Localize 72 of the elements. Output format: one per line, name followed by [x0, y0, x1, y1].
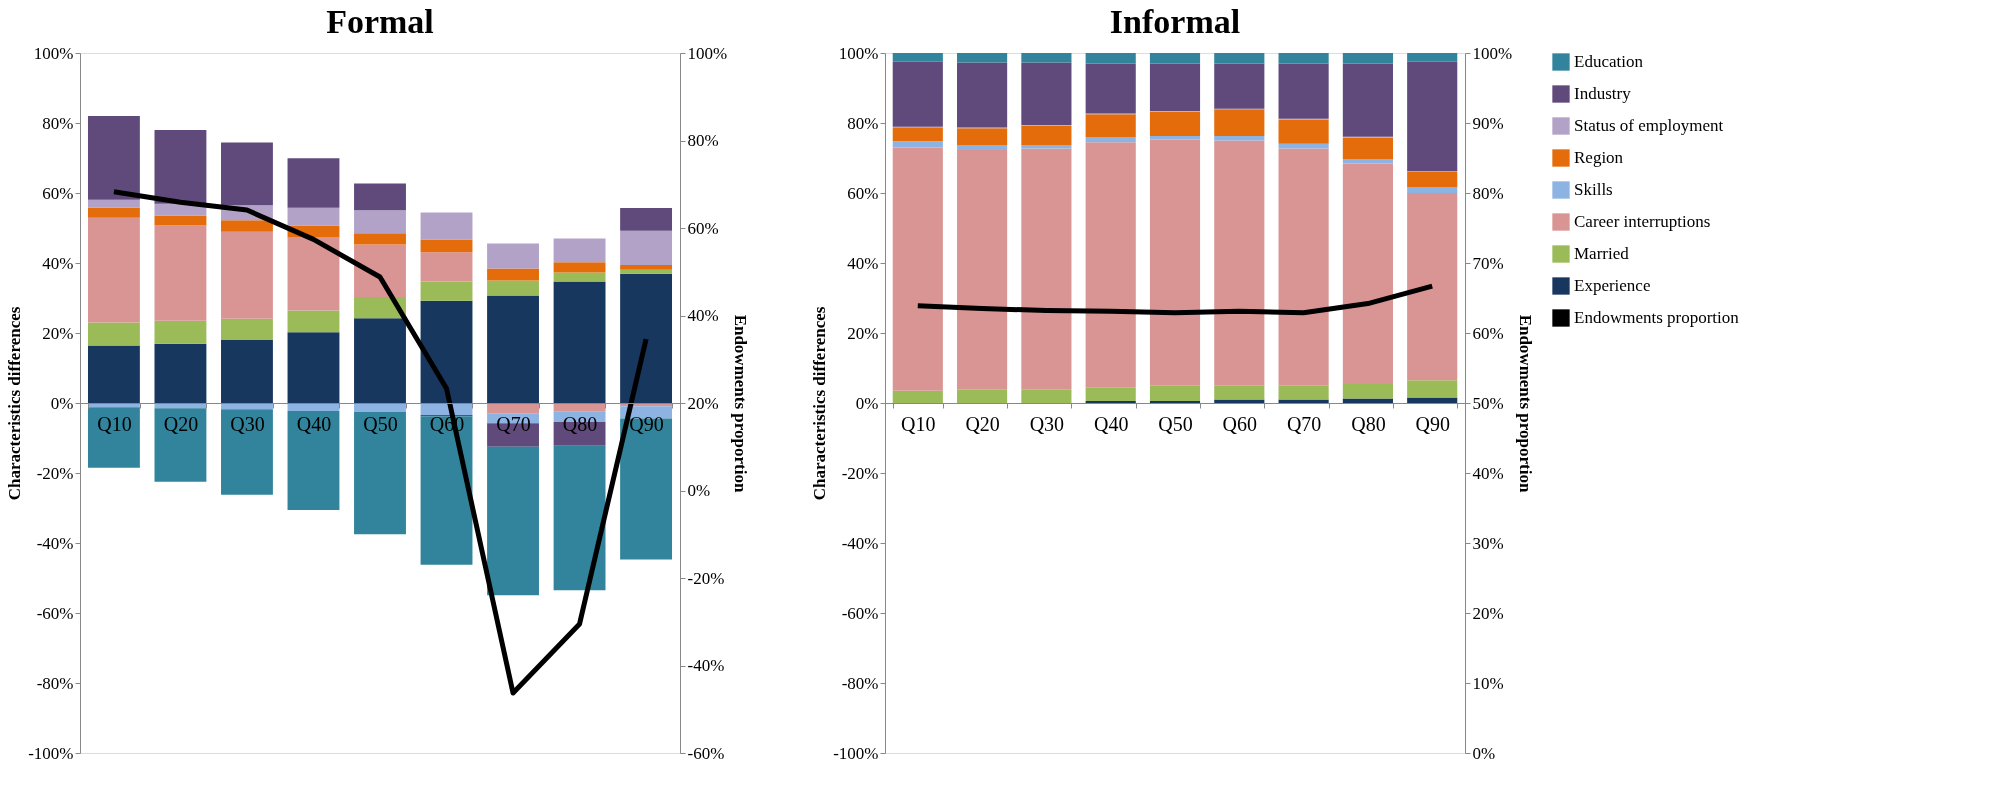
y2-tick-label: 50% [1472, 393, 1504, 413]
y2-tick-label: 10% [1472, 673, 1504, 693]
y2-tick-label: -20% [687, 568, 725, 588]
y-tick-label: 80% [847, 113, 879, 133]
y2-tick-label: 70% [1472, 253, 1504, 273]
y2-tick-label: 60% [687, 218, 719, 238]
y2-tick-label: 40% [687, 306, 719, 325]
x-tick-label: Q50 [1158, 412, 1193, 435]
y-tick-label: -20% [36, 463, 74, 483]
x-tick-label: Q40 [296, 412, 332, 435]
y2-tick-label: 40% [1472, 463, 1504, 483]
y-tick-label: -80% [36, 673, 74, 693]
y-tick-label: 0% [855, 393, 879, 413]
chart-title: Formal [326, 3, 434, 40]
y2-tick-label: -60% [687, 743, 725, 763]
y-axis-title: Characteristics differences [810, 306, 830, 501]
y2-tick-label: 20% [1472, 603, 1504, 623]
x-tick-label: Q10 [97, 412, 132, 435]
legend-label: Married [1574, 244, 1630, 263]
legend-label: Education [1574, 52, 1644, 71]
x-tick-label: Q30 [230, 412, 265, 435]
x-tick-label: Q60 [1222, 412, 1258, 435]
legend-label: Endowments proportion [1574, 308, 1740, 327]
legend-label: Skills [1574, 180, 1613, 199]
x-tick-label: Q40 [1093, 412, 1129, 435]
x-tick-label: Q20 [163, 412, 199, 435]
y-tick-label: 0% [50, 393, 74, 413]
y-tick-label: -60% [841, 603, 879, 623]
y-tick-label: -60% [36, 603, 74, 623]
y2-axis-title: Endowments proportion [731, 314, 751, 493]
y2-axis-title: Endowments proportion [1516, 314, 1536, 493]
x-tick-label: Q90 [629, 412, 664, 435]
y-tick-label: 40% [847, 253, 879, 273]
x-tick-label: Q70 [1286, 412, 1322, 435]
y-tick-label: 100% [33, 43, 74, 63]
y2-tick-label: -40% [687, 656, 725, 675]
x-tick-label: Q90 [1415, 412, 1450, 435]
y2-tick-label: 100% [1472, 43, 1513, 63]
y2-tick-label: 80% [1472, 183, 1504, 203]
y2-tick-label: 30% [1472, 533, 1504, 553]
y2-tick-label: 20% [687, 393, 719, 413]
y-axis-title: Characteristics differences [5, 306, 25, 501]
y-tick-label: -100% [28, 743, 74, 763]
x-tick-label: Q50 [363, 412, 398, 435]
y-tick-label: 100% [838, 43, 879, 63]
x-tick-label: Q20 [965, 412, 1000, 435]
y2-tick-label: 90% [1472, 113, 1504, 133]
y-tick-label: -40% [841, 533, 879, 553]
legend-label: Industry [1574, 84, 1632, 103]
legend-label: Status of employment [1574, 116, 1724, 135]
y-tick-label: 40% [42, 253, 74, 273]
chart-title: Informal [1109, 3, 1241, 40]
y-tick-label: 60% [847, 183, 879, 203]
y-tick-label: -80% [841, 673, 879, 693]
y2-tick-label: 60% [1472, 323, 1504, 343]
x-tick-label: Q80 [1351, 412, 1386, 435]
y2-tick-label: 0% [687, 481, 711, 500]
y2-tick-label: 80% [687, 131, 719, 150]
y-tick-label: 20% [847, 323, 879, 343]
y-tick-label: -20% [841, 463, 879, 483]
x-tick-label: Q10 [901, 412, 936, 435]
legend-label: Career interruptions [1574, 212, 1711, 231]
y-tick-label: 60% [42, 183, 74, 203]
y2-tick-label: 100% [687, 43, 728, 63]
x-tick-label: Q30 [1029, 412, 1065, 435]
y-tick-label: -100% [833, 743, 879, 763]
y-tick-label: 80% [42, 113, 74, 133]
legend-label: Experience [1574, 276, 1651, 295]
legend-label: Region [1574, 148, 1624, 167]
y2-tick-label: 0% [1472, 743, 1496, 763]
y-tick-label: 20% [42, 323, 74, 343]
y-tick-label: -40% [36, 533, 74, 553]
